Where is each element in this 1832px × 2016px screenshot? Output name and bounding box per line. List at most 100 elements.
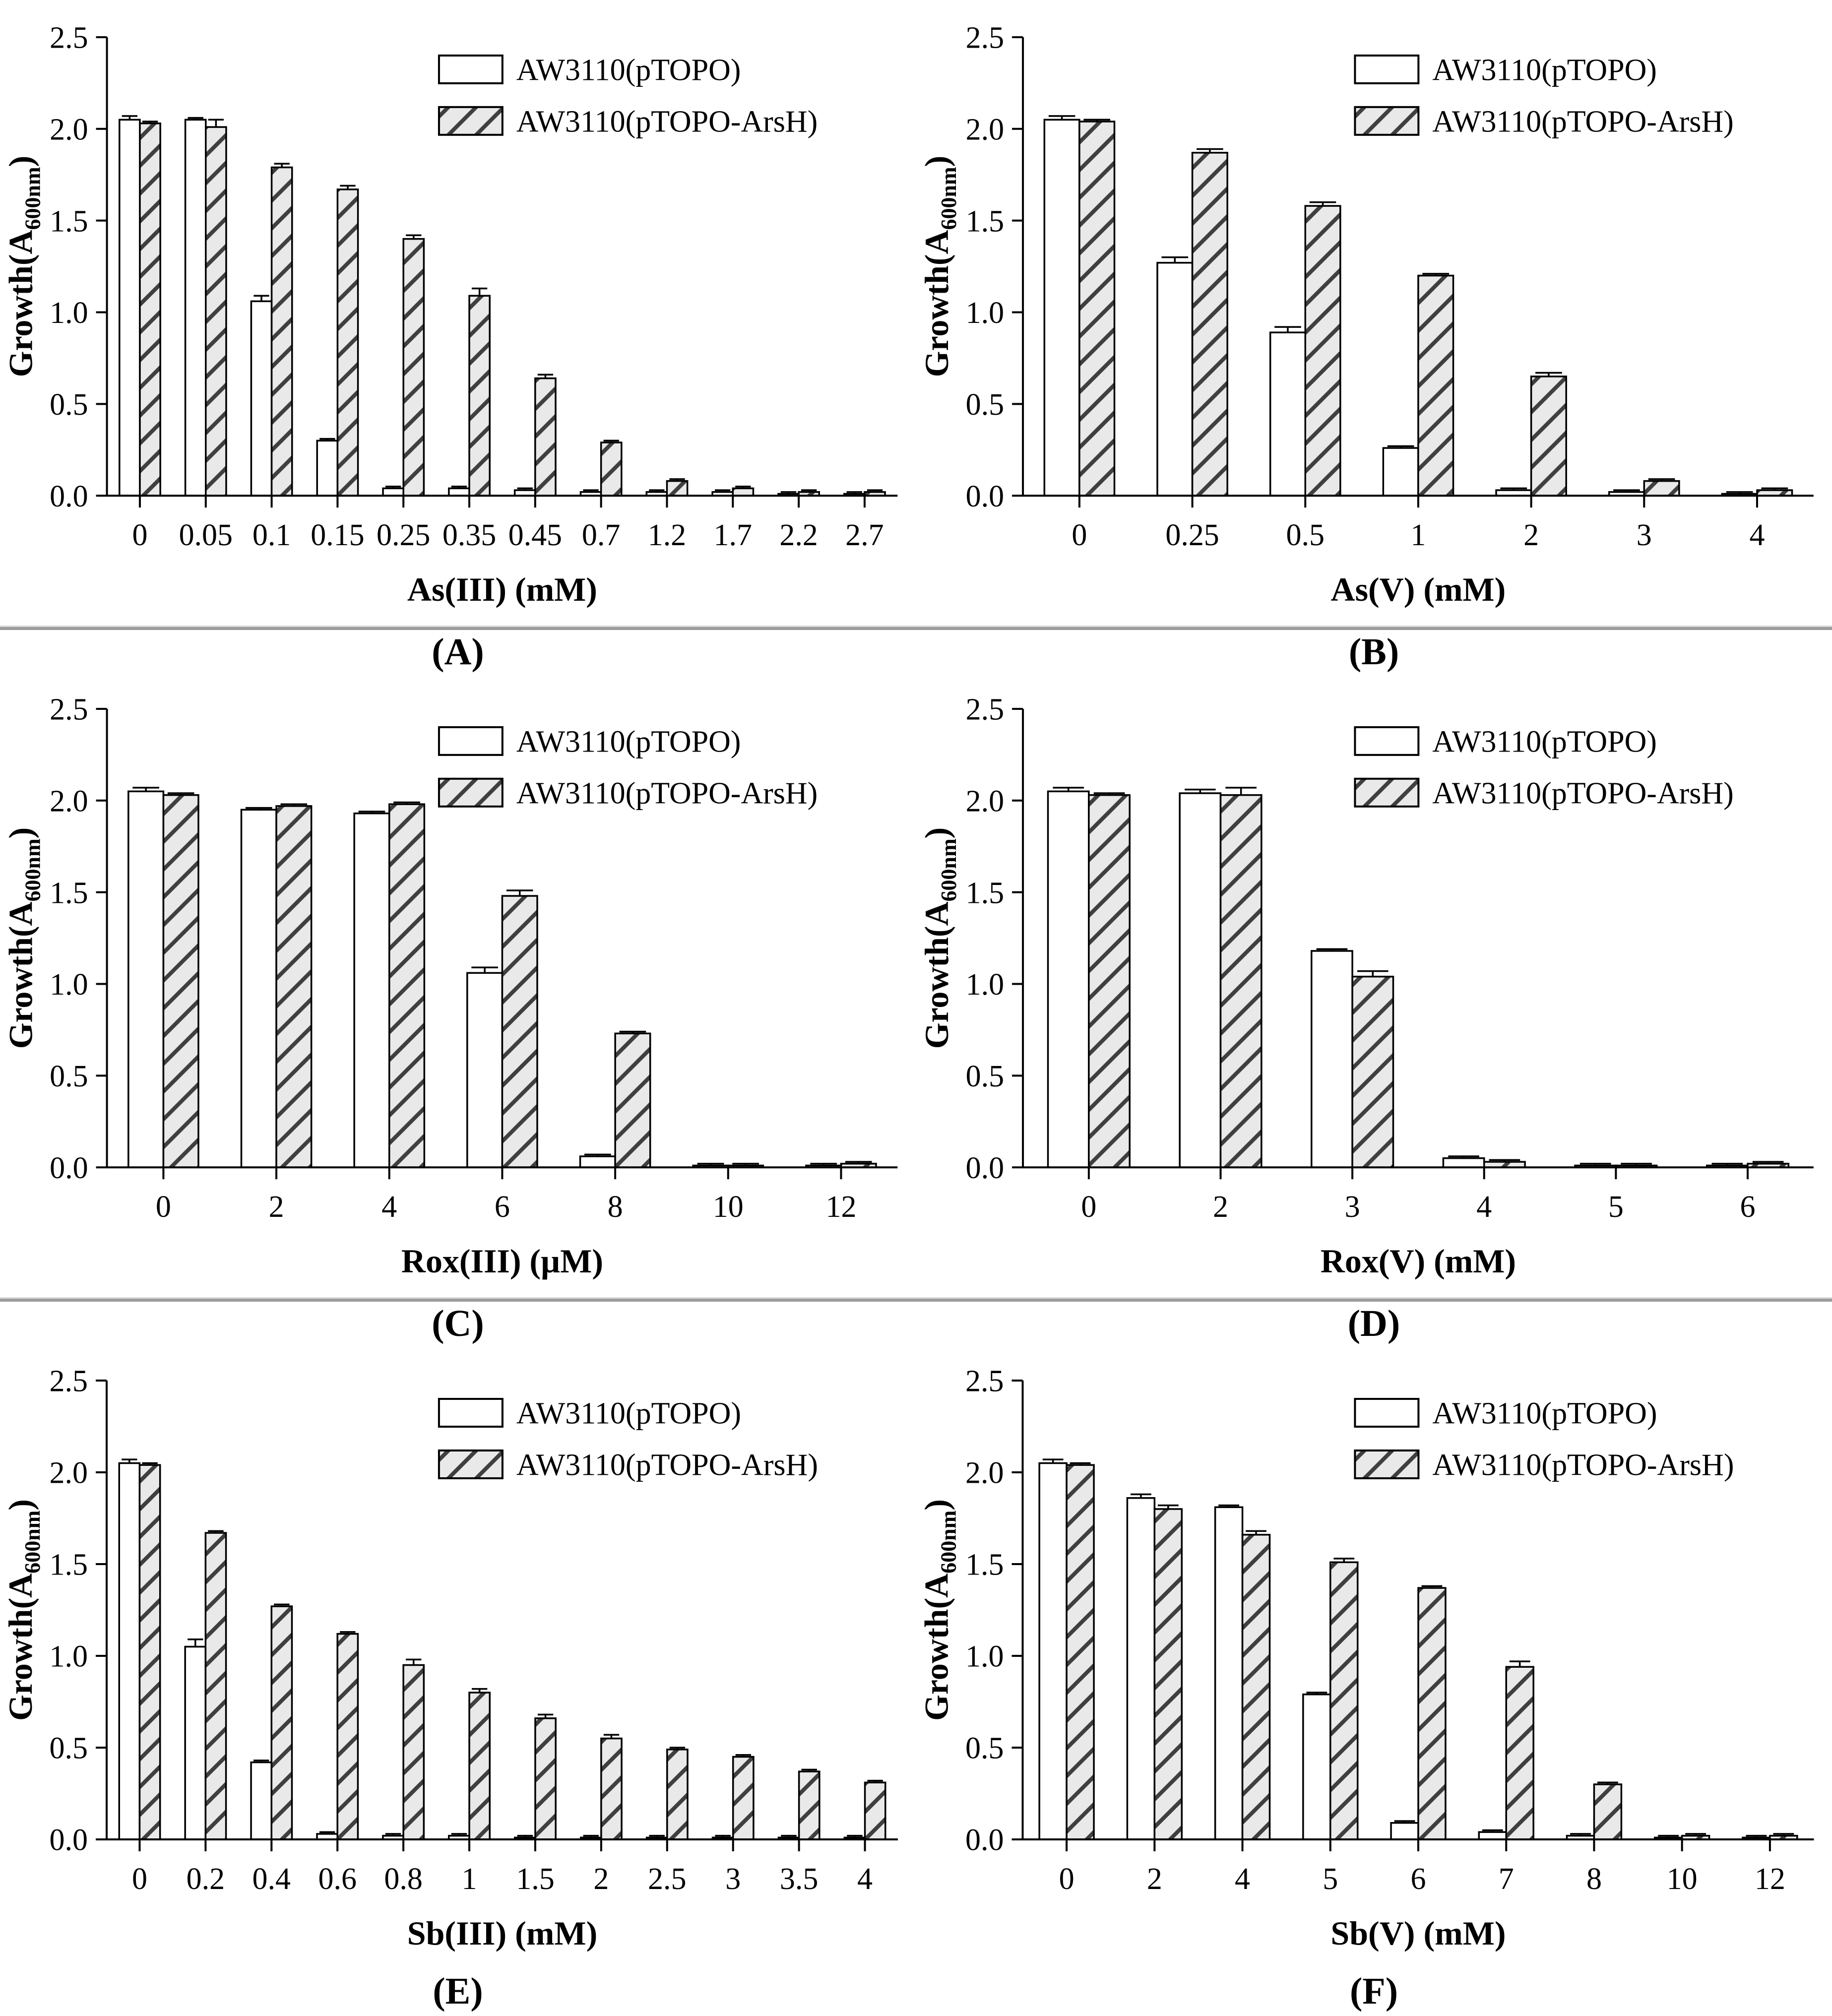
x-tick-label: 0.45: [508, 518, 562, 552]
legend-item-ptopo-arsh-label: AW3110(pTOPO-ArsH): [516, 1449, 818, 1482]
panel-F: 0.0 0.5 1.0 1.5 2.0 2.5 0 2 4 5 6 7 8 10 12 Sb(V) (mM) G…: [916, 1343, 1832, 2015]
y-axis-ticks: 0.0 0.5 1.0 1.5 2.0 2.5: [966, 693, 1023, 1185]
bar: [1126, 1497, 1156, 1840]
bar: [184, 119, 207, 497]
bar: [382, 487, 404, 497]
y-tick-label: 0.0: [50, 480, 88, 513]
legend: AW3110(pTOPO) AW3110(pTOPO-ArsH): [438, 725, 818, 810]
bar: [614, 1032, 651, 1168]
x-tick-label: 0: [132, 1862, 147, 1896]
bar: [1351, 975, 1394, 1168]
x-tick-label: 7: [1499, 1862, 1514, 1896]
panel-label-E: (E): [433, 1970, 483, 2012]
legend-item-ptopo-arsh-swatch: [1354, 106, 1420, 136]
x-axis-title: Sb(III) (mM): [407, 1914, 597, 1952]
legend-item-ptopo-swatch: [438, 726, 504, 756]
bar: [579, 1155, 616, 1168]
x-tick-label: 0.7: [582, 518, 620, 552]
x-axis-ticks: 0 0.2 0.4 0.6 0.8 1 1.5 2 2.5 3 3.5 4: [132, 1839, 873, 1896]
y-axis-ticks: 0.0 0.5 1.0 1.5 2.0 2.5: [50, 693, 107, 1185]
bar: [204, 1532, 227, 1840]
bar: [139, 122, 161, 497]
x-tick-label: 8: [1586, 1862, 1602, 1896]
bars-ptopo-arsh: [1066, 1462, 1798, 1840]
y-tick-label: 0.5: [966, 1060, 1004, 1093]
bar: [1304, 205, 1341, 497]
x-tick-label: 1: [462, 1862, 477, 1896]
y-tick-label: 1.5: [50, 876, 88, 910]
bar: [864, 1781, 886, 1840]
bar: [402, 1664, 425, 1840]
x-axis-title: As(V) (mM): [1331, 570, 1506, 608]
x-tick-label: 2.5: [648, 1862, 687, 1896]
x-tick-label: 0.05: [179, 518, 233, 552]
legend-item-ptopo-arsh-swatch: [1354, 1449, 1420, 1479]
x-tick-label: 3: [1345, 1190, 1360, 1224]
x-tick-label: 3: [1637, 518, 1652, 552]
bars-ptopo-arsh: [139, 119, 886, 497]
x-tick-label: 4: [857, 1862, 873, 1896]
x-axis-ticks: 0 2 4 6 8 10 12: [156, 1167, 856, 1224]
bar: [388, 803, 426, 1168]
x-tick-label: 0.6: [318, 1862, 357, 1896]
y-tick-label: 0.0: [966, 1151, 1004, 1185]
bar: [1643, 480, 1680, 497]
y-axis-title: Growth(A600nm): [918, 156, 961, 378]
x-tick-label: 1.7: [714, 518, 752, 552]
y-axis-title: Growth(A600nm): [918, 827, 961, 1049]
bar: [205, 126, 227, 497]
panel-label-B: (B): [1348, 631, 1399, 673]
y-tick-label: 1.0: [965, 1640, 1004, 1674]
y-tick-label: 1.5: [966, 204, 1004, 238]
x-axis-title: As(III) (mM): [407, 570, 597, 608]
x-tick-label: 0.5: [1286, 518, 1325, 552]
legend: AW3110(pTOPO) AW3110(pTOPO-ArsH): [438, 1397, 818, 1482]
x-tick-label: 10: [1667, 1862, 1698, 1896]
y-axis-title: Growth(A600nm): [2, 827, 45, 1049]
x-tick-label: 3: [725, 1862, 741, 1896]
bar: [666, 480, 689, 497]
legend-item-ptopo-arsh-label: AW3110(pTOPO-ArsH): [1432, 1449, 1734, 1482]
y-tick-label: 2.5: [50, 693, 88, 727]
legend-item-ptopo-arsh-swatch: [438, 106, 504, 136]
y-tick-label: 0.5: [965, 1732, 1004, 1765]
legend-item-ptopo-label: AW3110(pTOPO): [1432, 54, 1657, 87]
y-tick-label: 0.0: [965, 1824, 1004, 1857]
bar: [1214, 1506, 1244, 1840]
legend-item-ptopo-swatch: [1354, 726, 1420, 756]
legend: AW3110(pTOPO) AW3110(pTOPO-ArsH): [1354, 1397, 1734, 1482]
bar: [1038, 1462, 1068, 1840]
bar: [1269, 331, 1307, 497]
y-tick-label: 2.0: [966, 784, 1004, 818]
x-tick-label: 3.5: [780, 1862, 819, 1896]
x-tick-label: 4: [1749, 518, 1765, 552]
x-axis-title: Rox(III) (µM): [401, 1242, 603, 1280]
bars-ptopo: [1038, 1458, 1771, 1840]
legend-item-ptopo-swatch: [438, 54, 504, 84]
x-tick-label: 2: [269, 1190, 284, 1224]
bar: [798, 1770, 821, 1840]
x-tick-label: 0.2: [187, 1862, 225, 1896]
x-tick-label: 1.5: [516, 1862, 555, 1896]
panel-D: 0.0 0.5 1.0 1.5 2.0 2.5 0 2 3 4 5 6 Rox(V) (mM) Growt…: [916, 672, 1832, 1343]
x-tick-label: 8: [608, 1190, 623, 1224]
y-axis-ticks: 0.0 0.5 1.0 1.5 2.0 2.5: [965, 1365, 1023, 1857]
y-tick-label: 1.5: [966, 876, 1004, 910]
y-axis-title: Growth(A600nm): [918, 1499, 961, 1721]
legend-item-ptopo-swatch: [438, 1398, 504, 1428]
axes: [106, 37, 898, 497]
bar: [353, 812, 390, 1168]
bar: [534, 377, 557, 497]
y-tick-label: 0.0: [966, 480, 1004, 513]
x-tick-label: 2.2: [779, 518, 818, 552]
bar: [468, 1692, 491, 1840]
y-tick-label: 2.5: [966, 693, 1004, 727]
x-tick-label: 4: [1476, 1190, 1492, 1224]
chart-sbV: 0.0 0.5 1.0 1.5 2.0 2.5 0 2 4 5 6 7 8 10 12 Sb(V) (mM) G…: [918, 1365, 1814, 1952]
legend-item-ptopo-label: AW3110(pTOPO): [1432, 1397, 1657, 1431]
bar: [1442, 1157, 1485, 1168]
y-tick-label: 2.5: [50, 1365, 88, 1398]
x-tick-label: 0: [132, 518, 147, 552]
bar: [666, 1748, 689, 1840]
